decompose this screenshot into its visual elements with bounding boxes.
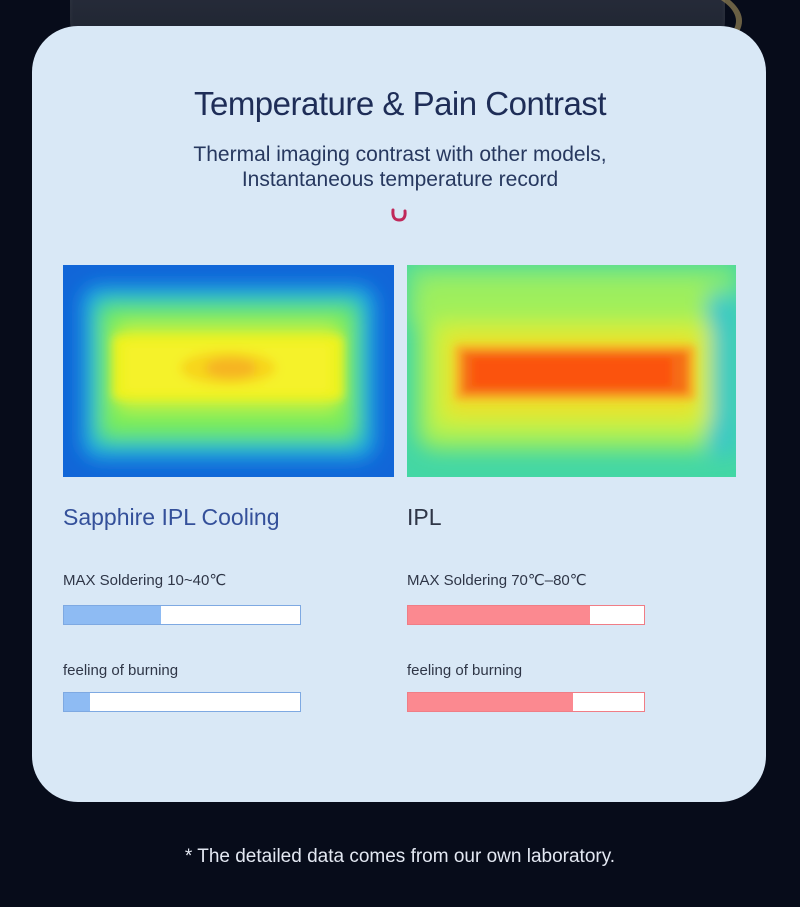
metric-bar-burning (63, 692, 301, 712)
metric-bar-fill (64, 606, 161, 624)
metric-label-burning: feeling of burning (63, 662, 179, 679)
model-label-ipl: IPL (407, 504, 442, 530)
decorative-mark-icon (391, 208, 407, 222)
footnote: * The detailed data comes from our own l… (184, 846, 616, 867)
metric-label-max-soldering: MAX Soldering 10~40℃ (63, 572, 227, 589)
page-title: Temperature & Pain Contrast (193, 85, 607, 122)
metric-label-burning: feeling of burning (407, 662, 523, 679)
metric-bar-burning (407, 692, 645, 712)
metric-bar-fill (408, 606, 590, 624)
metric-label-max-soldering: MAX Soldering 70℃–80℃ (407, 572, 587, 589)
metric-bar-max-soldering (407, 605, 645, 625)
model-label-sapphire: Sapphire IPL Cooling (63, 504, 280, 530)
subtitle-line-2: Instantaneous temperature record (241, 168, 559, 191)
subtitle-line-1: Thermal imaging contrast with other mode… (193, 143, 607, 166)
metric-bar-max-soldering (63, 605, 301, 625)
thermal-image-hot (407, 265, 736, 477)
metric-bar-fill (64, 693, 90, 711)
thermal-image-cool (63, 265, 394, 477)
page-subtitle: Thermal imaging contrast with other mode… (0, 142, 800, 192)
metric-bar-fill (408, 693, 574, 711)
